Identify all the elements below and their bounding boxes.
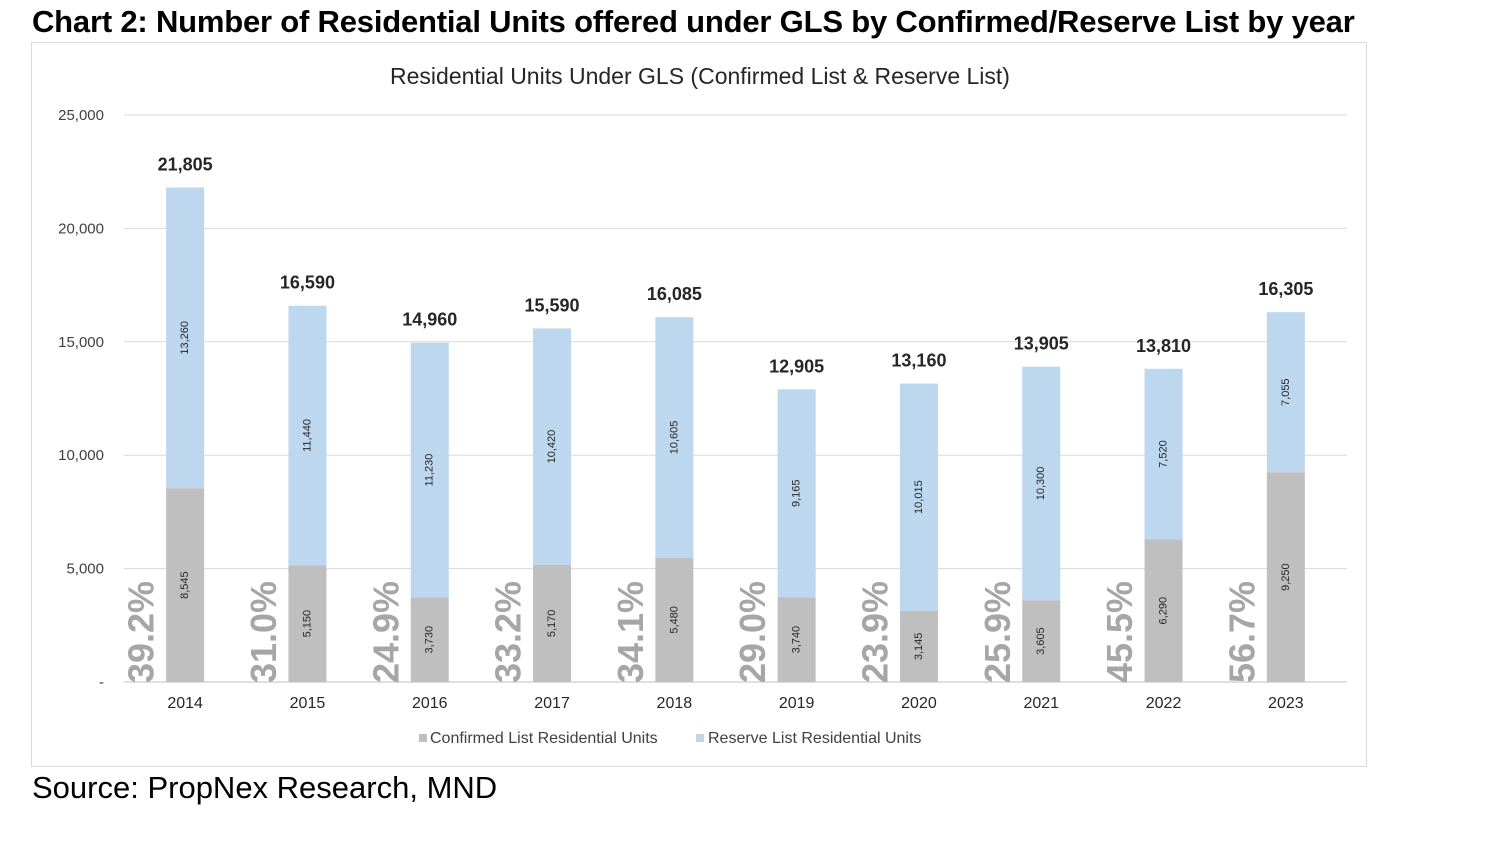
data-label-reserve: 10,420 (546, 430, 558, 464)
bar-reserve (166, 187, 205, 489)
bar-reserve (533, 328, 572, 565)
bar-reserve (777, 389, 816, 598)
confirmed-share-label: 25.9% (977, 581, 1018, 683)
x-tick-label: 2023 (1268, 695, 1304, 712)
data-label-reserve: 10,015 (913, 480, 925, 514)
y-tick-label: 20,000 (58, 220, 104, 237)
data-label-reserve: 10,605 (668, 421, 680, 455)
confirmed-share-label: 31.0% (243, 581, 284, 683)
confirmed-share-label: 29.0% (732, 581, 773, 683)
chart-heading: Chart 2: Number of Residential Units off… (32, 4, 1355, 39)
legend-label-confirmed: Confirmed List Residential Units (430, 730, 658, 747)
y-tick-label: 25,000 (58, 107, 104, 124)
data-label-confirmed: 5,170 (546, 610, 558, 638)
data-label-confirmed: 6,290 (1158, 597, 1170, 625)
data-label-total: 13,160 (891, 351, 946, 371)
data-label-total: 14,960 (402, 310, 457, 330)
y-tick-label: 10,000 (58, 447, 104, 464)
data-label-total: 13,810 (1136, 336, 1191, 356)
x-axis-tick-labels: 2014 2015 2016 2017 2018 2019 2020 2021 2022 2023 (167, 695, 1303, 712)
y-tick-label: 5,000 (66, 561, 104, 578)
bar-reserve (410, 342, 449, 598)
x-tick-label: 2018 (657, 695, 693, 712)
data-label-total: 16,305 (1258, 279, 1313, 299)
bar-confirmed (655, 557, 694, 682)
confirmed-share-label: 24.9% (365, 581, 406, 683)
bar-reserve (1144, 368, 1183, 540)
legend: Confirmed List Residential Units Reserve… (419, 730, 921, 747)
chart-svg: Residential Units Under GLS (Confirmed L… (58, 63, 1347, 747)
data-label-reserve: 10,300 (1035, 467, 1047, 501)
chart-frame: Residential Units Under GLS (Confirmed L… (31, 42, 1367, 767)
data-label-total: 16,085 (647, 284, 702, 304)
data-label-reserve: 11,440 (301, 419, 313, 452)
bar-confirmed (166, 488, 205, 682)
legend-swatch-reserve (696, 734, 704, 742)
chart-title: Residential Units Under GLS (Confirmed L… (390, 63, 1010, 89)
data-label-reserve: 7,520 (1158, 440, 1170, 468)
x-tick-label: 2015 (290, 695, 326, 712)
confirmed-share-label: 45.5% (1099, 581, 1140, 683)
bar-reserve (1266, 312, 1305, 473)
data-label-confirmed: 5,480 (668, 606, 680, 634)
bar-confirmed (1022, 600, 1061, 682)
y-axis-tick-labels: - 5,000 10,000 15,000 20,000 25,000 (58, 107, 104, 691)
confirmed-share-label: 23.9% (854, 581, 895, 683)
legend-label-reserve: Reserve List Residential Units (708, 730, 921, 747)
confirmed-share-label: 39.2% (121, 581, 162, 683)
data-label-confirmed: 3,730 (424, 626, 436, 654)
bar-confirmed (533, 564, 572, 682)
data-label-total: 15,590 (525, 295, 580, 315)
confirmed-share-label: 34.1% (610, 581, 651, 683)
bars: 8,545 13,260 21,805 39.2% 5,150 11,440 16,590 3… (121, 154, 1314, 683)
x-tick-label: 2014 (167, 695, 203, 712)
data-label-confirmed: 8,545 (179, 571, 191, 599)
bar-confirmed (288, 565, 327, 682)
gridlines (124, 114, 1347, 683)
bar-reserve (288, 305, 327, 566)
data-label-total: 12,905 (769, 356, 824, 376)
confirmed-share-label: 56.7% (1221, 581, 1262, 683)
bar-reserve (899, 383, 938, 611)
data-label-reserve: 9,165 (791, 479, 803, 507)
bar-reserve (655, 317, 694, 558)
y-tick-label: 15,000 (58, 334, 104, 351)
bar-reserve (1022, 366, 1061, 601)
bar-confirmed (899, 610, 938, 682)
data-label-confirmed: 3,605 (1035, 627, 1047, 655)
data-label-total: 21,805 (158, 154, 213, 174)
data-label-total: 13,905 (1014, 334, 1069, 354)
x-tick-label: 2019 (779, 695, 815, 712)
data-label-confirmed: 3,145 (913, 633, 925, 661)
data-label-confirmed: 9,250 (1280, 563, 1292, 591)
x-tick-label: 2022 (1146, 695, 1182, 712)
data-label-total: 16,590 (280, 273, 335, 293)
bar-confirmed (777, 597, 816, 682)
data-label-reserve: 11,230 (424, 454, 436, 487)
x-tick-label: 2016 (412, 695, 448, 712)
confirmed-share-label: 33.2% (488, 581, 529, 683)
source-note: Source: PropNex Research, MND (32, 770, 498, 805)
bar-confirmed (1266, 472, 1305, 682)
y-tick-label: - (99, 674, 104, 691)
data-label-confirmed: 3,740 (791, 626, 803, 654)
x-tick-label: 2021 (1023, 695, 1059, 712)
bar-confirmed (1144, 539, 1183, 682)
x-tick-label: 2020 (901, 695, 937, 712)
data-label-reserve: 7,055 (1280, 378, 1292, 406)
data-label-reserve: 13,260 (179, 321, 191, 355)
bar-confirmed (410, 597, 449, 682)
legend-swatch-confirmed (419, 734, 427, 742)
x-tick-label: 2017 (534, 695, 570, 712)
data-label-confirmed: 5,150 (301, 610, 313, 638)
